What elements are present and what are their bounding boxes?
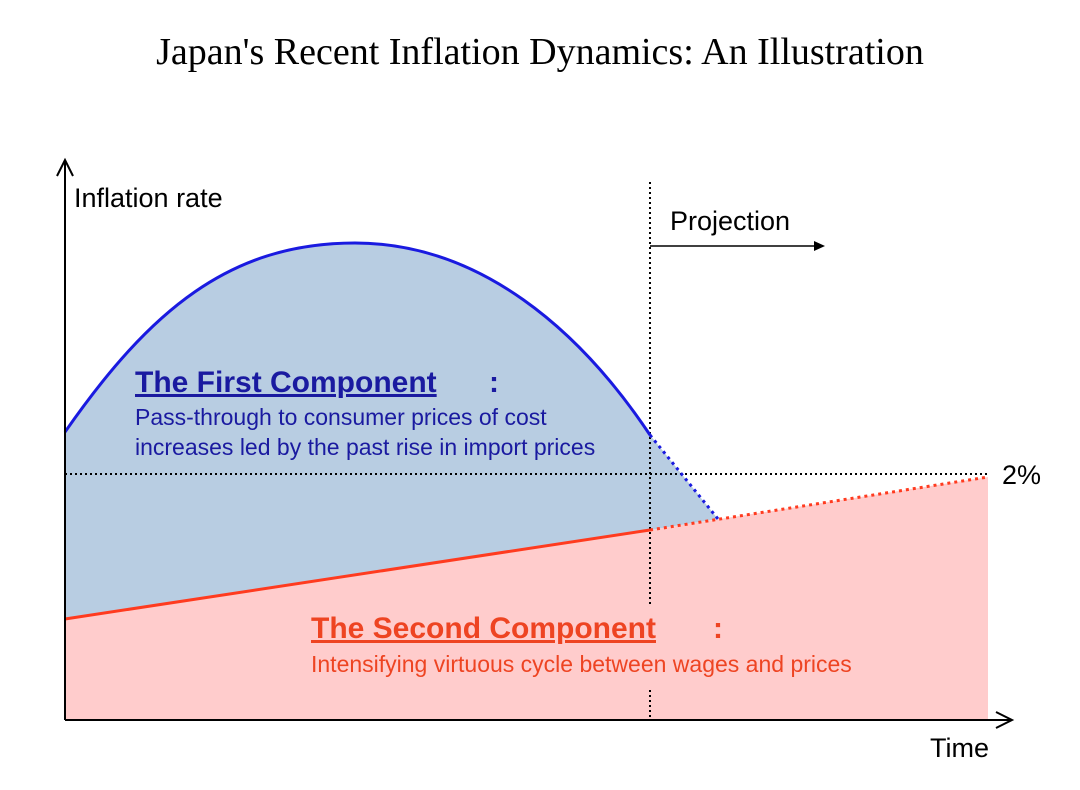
first-component-curve: [63, 241, 652, 436]
second-component-line: [64, 528, 651, 621]
target-2pct-label: 2%: [1002, 460, 1041, 490]
projection-label: Projection: [670, 206, 790, 236]
x-axis-arrowhead: [995, 711, 1015, 729]
y-axis-label: Inflation rate: [74, 183, 223, 213]
second-component-desc-line-1: Intensifying virtuous cycle between wage…: [311, 651, 852, 677]
first-component-title: The First Component: [135, 366, 437, 399]
first-component-area: [65, 243, 718, 619]
second-component-projection: [649, 475, 989, 532]
chart-title: Japan's Recent Inflation Dynamics: An Il…: [156, 31, 924, 73]
projection-arrowhead: [814, 241, 825, 251]
second-component-colon: :: [713, 612, 723, 645]
second-component-title: The Second Component: [311, 612, 656, 645]
first-component-desc-line-2: increases led by the past rise in import…: [135, 434, 595, 460]
x-axis-label: Time: [930, 733, 989, 763]
second-component-area: [65, 477, 988, 720]
first-component-colon: :: [489, 366, 499, 399]
first-component-desc-line-1: Pass-through to consumer prices of cost: [135, 404, 547, 430]
y-axis-arrowhead: [56, 157, 74, 177]
